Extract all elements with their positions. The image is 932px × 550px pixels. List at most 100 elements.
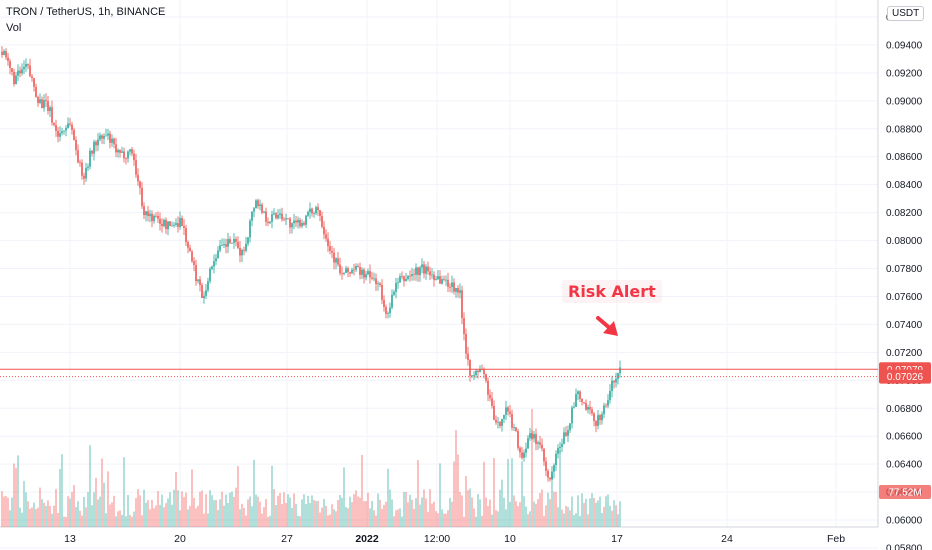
volume-bar xyxy=(563,513,565,527)
volume-bar xyxy=(67,496,69,527)
volume-bar xyxy=(471,497,473,527)
volume-marker-label: 77.52M xyxy=(888,488,921,499)
candle-body xyxy=(589,407,591,410)
volume-bar xyxy=(163,507,165,527)
volume-bar xyxy=(281,504,283,527)
candle-body xyxy=(617,373,619,379)
candle-body xyxy=(3,51,5,55)
volume-bar xyxy=(515,501,517,527)
candle-body xyxy=(281,213,283,220)
candle-body xyxy=(67,123,69,128)
candle-body xyxy=(491,398,493,406)
volume-bar xyxy=(37,507,39,527)
volume-bar xyxy=(435,511,437,527)
volume-bar xyxy=(319,512,321,527)
volume-bar xyxy=(53,505,55,527)
currency-badge[interactable]: USDT xyxy=(887,6,925,21)
volume-bar xyxy=(39,487,41,527)
volume-bar xyxy=(603,506,605,527)
volume-bar xyxy=(583,502,585,527)
volume-bar xyxy=(545,505,547,527)
candle-body xyxy=(299,219,301,227)
volume-bar xyxy=(247,499,249,527)
candle-body xyxy=(211,266,213,269)
candle-body xyxy=(595,421,597,426)
candle-body xyxy=(111,138,113,143)
candle-body xyxy=(157,215,159,219)
volume-bar xyxy=(477,494,479,527)
volume-bar xyxy=(449,497,451,527)
price-marker-label: 0.07026 xyxy=(887,372,924,383)
volume-bar xyxy=(355,490,357,527)
volume-bar xyxy=(11,497,13,527)
volume-bar xyxy=(333,509,335,527)
volume-bar xyxy=(353,494,355,527)
volume-bar xyxy=(323,498,325,527)
volume-bar xyxy=(307,495,309,527)
candle-body xyxy=(531,433,533,439)
volume-bar xyxy=(267,516,269,527)
volume-bar xyxy=(331,504,333,527)
candle-body xyxy=(13,71,15,85)
volume-bar xyxy=(153,508,155,527)
volume-bar xyxy=(615,505,617,527)
volume-bar xyxy=(549,499,551,527)
candle-body xyxy=(209,268,211,282)
candle-body xyxy=(277,215,279,219)
candle-body xyxy=(311,208,313,214)
volume-bar xyxy=(539,493,541,527)
volume-bar xyxy=(555,491,557,527)
volume-bar xyxy=(41,499,43,527)
candle-body xyxy=(289,218,291,228)
candle-body xyxy=(151,213,153,222)
volume-bar xyxy=(589,498,591,527)
chart-title: TRON / TetherUS, 1h, BINANCE xyxy=(6,6,166,18)
volume-bar xyxy=(419,504,421,527)
x-tick-label: 27 xyxy=(281,533,293,545)
candle-body xyxy=(335,258,337,263)
candle-body xyxy=(405,279,407,281)
candle-body xyxy=(475,370,477,376)
candle-body xyxy=(145,211,147,216)
volume-bar xyxy=(303,494,305,527)
volume-bar xyxy=(263,507,265,527)
candle-body xyxy=(539,442,541,445)
volume-bar xyxy=(521,461,523,527)
candle-body xyxy=(363,269,365,278)
candle-body xyxy=(53,122,55,125)
candle-body xyxy=(445,279,447,281)
volume-bar xyxy=(297,515,299,527)
volume-bar xyxy=(69,498,71,527)
volume-bar xyxy=(335,511,337,527)
volume-bar xyxy=(497,511,499,527)
candle-body xyxy=(171,225,173,227)
volume-bar xyxy=(559,450,561,527)
candle-body xyxy=(31,76,33,79)
y-tick-label: 0.08400 xyxy=(886,180,923,191)
volume-bar xyxy=(81,515,83,527)
candle-body xyxy=(337,258,339,265)
volume-bar xyxy=(277,495,279,527)
candle-body xyxy=(105,135,107,137)
candle-body xyxy=(181,217,183,227)
volume-bar xyxy=(215,499,217,527)
candle-body xyxy=(227,239,229,247)
candle-body xyxy=(603,405,605,415)
volume-bar xyxy=(207,513,209,527)
volume-bar xyxy=(467,490,469,527)
candle-body xyxy=(343,272,345,274)
volume-bar xyxy=(557,507,559,527)
candle-body xyxy=(65,127,67,131)
candle-body xyxy=(77,150,79,163)
candle-body xyxy=(287,218,289,220)
candle-body xyxy=(265,211,267,222)
volume-bar xyxy=(5,495,7,527)
candle-body xyxy=(215,258,217,262)
candles xyxy=(1,46,621,482)
volume-bar xyxy=(437,513,439,527)
y-tick-label: 0.09200 xyxy=(886,68,923,79)
volume-bar xyxy=(159,504,161,527)
candle-body xyxy=(285,218,287,220)
